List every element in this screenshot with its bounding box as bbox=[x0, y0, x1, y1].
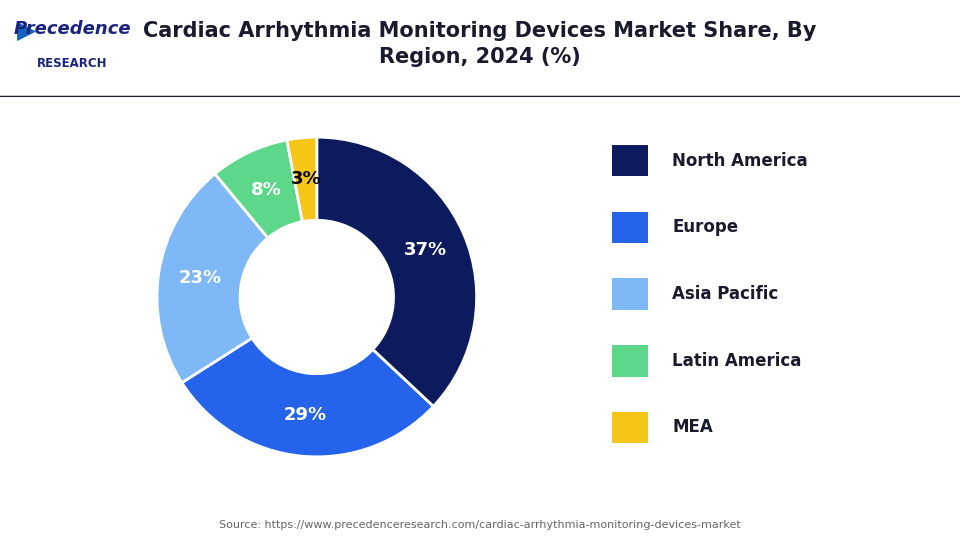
Text: Source: https://www.precedenceresearch.com/cardiac-arrhythmia-monitoring-devices: Source: https://www.precedenceresearch.c… bbox=[219, 520, 741, 530]
Wedge shape bbox=[181, 338, 433, 457]
Text: 37%: 37% bbox=[404, 241, 447, 259]
Text: 23%: 23% bbox=[179, 269, 222, 287]
Text: Cardiac Arrhythmia Monitoring Devices Market Share, By
Region, 2024 (%): Cardiac Arrhythmia Monitoring Devices Ma… bbox=[143, 21, 817, 67]
Text: ▶: ▶ bbox=[17, 19, 36, 43]
Wedge shape bbox=[157, 174, 268, 383]
Wedge shape bbox=[215, 140, 302, 238]
Text: North America: North America bbox=[672, 152, 807, 170]
Text: 3%: 3% bbox=[290, 170, 321, 188]
Text: Asia Pacific: Asia Pacific bbox=[672, 285, 779, 303]
Wedge shape bbox=[317, 137, 476, 407]
Text: Latin America: Latin America bbox=[672, 352, 802, 370]
Text: 29%: 29% bbox=[284, 406, 327, 424]
Wedge shape bbox=[287, 137, 317, 221]
Text: 8%: 8% bbox=[252, 181, 282, 199]
Text: Europe: Europe bbox=[672, 218, 738, 237]
Bar bbox=[612, 411, 649, 443]
Text: RESEARCH: RESEARCH bbox=[36, 57, 108, 70]
Text: MEA: MEA bbox=[672, 418, 712, 436]
Bar bbox=[612, 278, 649, 310]
Text: Precedence: Precedence bbox=[13, 20, 131, 38]
Bar bbox=[612, 145, 649, 177]
Bar bbox=[612, 212, 649, 243]
Bar bbox=[612, 345, 649, 376]
